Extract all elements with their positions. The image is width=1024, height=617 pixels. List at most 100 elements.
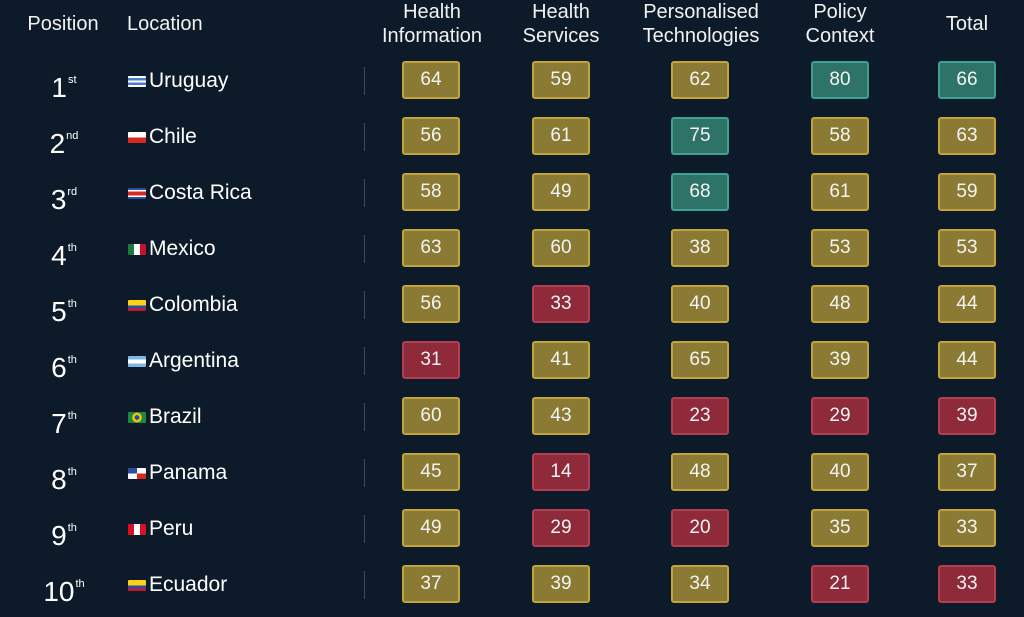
location: Colombia — [128, 293, 238, 317]
rank-label: 5th — [38, 289, 90, 327]
health-information-cell: 64 — [402, 61, 460, 99]
policy-context-cell: 29 — [811, 397, 869, 435]
header-location: Location — [127, 13, 203, 35]
header-policy-context: Policy Context — [805, 1, 875, 47]
brazil-flag-icon — [128, 411, 146, 423]
location-name: Colombia — [149, 293, 238, 316]
policy-context-cell: 58 — [811, 117, 869, 155]
rank-suffix: th — [67, 298, 77, 310]
location: Mexico — [128, 237, 216, 261]
health-services-cell: 14 — [532, 453, 590, 491]
table-row: 8th Panama 45 14 48 40 37 — [0, 449, 1024, 505]
location: Chile — [128, 125, 197, 149]
rank-label: 3rd — [38, 177, 90, 215]
chile-flag-icon — [128, 131, 146, 143]
personalised-technologies-cell: 20 — [671, 509, 729, 547]
rank-label: 8th — [38, 457, 90, 495]
rank-suffix: st — [68, 74, 77, 86]
column-divider — [364, 291, 365, 319]
uruguay-flag-icon — [128, 75, 146, 87]
rank-label: 9th — [38, 513, 90, 551]
health-services-cell: 33 — [532, 285, 590, 323]
rank-label: 6th — [38, 345, 90, 383]
rank-suffix: th — [75, 578, 85, 590]
health-information-cell: 58 — [402, 173, 460, 211]
column-divider — [364, 459, 365, 487]
health-information-cell: 45 — [402, 453, 460, 491]
location: Argentina — [128, 349, 239, 373]
total-cell: 59 — [938, 173, 996, 211]
total-cell: 33 — [938, 565, 996, 603]
location-name: Chile — [149, 125, 197, 148]
header-position: Position — [27, 13, 99, 35]
location-name: Panama — [149, 461, 228, 484]
location: Uruguay — [128, 69, 228, 93]
personalised-technologies-cell: 68 — [671, 173, 729, 211]
total-cell: 39 — [938, 397, 996, 435]
location-name: Uruguay — [149, 69, 229, 92]
health-information-cell: 56 — [402, 117, 460, 155]
rank-suffix: th — [67, 242, 77, 254]
column-divider — [364, 179, 365, 207]
mexico-flag-icon — [128, 243, 146, 255]
colombia-flag-icon — [128, 299, 146, 311]
policy-context-cell: 21 — [811, 565, 869, 603]
header-personalised-technologies: Personalised Technologies — [642, 1, 760, 47]
total-cell: 37 — [938, 453, 996, 491]
health-information-cell: 49 — [402, 509, 460, 547]
costa-rica-flag-icon — [128, 187, 146, 199]
total-cell: 44 — [938, 341, 996, 379]
rank-number: 8 — [51, 464, 67, 495]
policy-context-cell: 39 — [811, 341, 869, 379]
table-row: 9th Peru 49 29 20 35 33 — [0, 505, 1024, 561]
policy-context-cell: 53 — [811, 229, 869, 267]
total-cell: 63 — [938, 117, 996, 155]
health-services-cell: 39 — [532, 565, 590, 603]
table-row: 6th Argentina 31 41 65 39 44 — [0, 337, 1024, 393]
policy-context-cell: 61 — [811, 173, 869, 211]
health-information-cell: 37 — [402, 565, 460, 603]
table-row: 3rd Costa Rica 58 49 68 61 59 — [0, 169, 1024, 225]
rank-suffix: rd — [67, 186, 78, 198]
location-name: Ecuador — [149, 573, 228, 596]
rank-suffix: nd — [66, 130, 79, 142]
health-information-cell: 60 — [402, 397, 460, 435]
table-row: 4th Mexico 63 60 38 53 53 — [0, 225, 1024, 281]
health-services-cell: 29 — [532, 509, 590, 547]
column-divider — [364, 235, 365, 263]
rank-label: 7th — [38, 401, 90, 439]
rank-label: 1st — [38, 65, 90, 103]
rank-number: 5 — [51, 296, 67, 327]
health-services-cell: 59 — [532, 61, 590, 99]
total-cell: 44 — [938, 285, 996, 323]
rank-label: 4th — [38, 233, 90, 271]
rank-label: 2nd — [38, 121, 90, 159]
table-row: 2nd Chile 56 61 75 58 63 — [0, 113, 1024, 169]
table-row: 10th Ecuador 37 39 34 21 33 — [0, 561, 1024, 617]
policy-context-cell: 80 — [811, 61, 869, 99]
policy-context-cell: 40 — [811, 453, 869, 491]
personalised-technologies-cell: 65 — [671, 341, 729, 379]
rank-number: 4 — [51, 240, 67, 271]
location: Peru — [128, 517, 193, 541]
total-cell: 53 — [938, 229, 996, 267]
column-divider — [364, 515, 365, 543]
policy-context-cell: 35 — [811, 509, 869, 547]
rank-number: 9 — [51, 520, 67, 551]
column-divider — [364, 347, 365, 375]
personalised-technologies-cell: 75 — [671, 117, 729, 155]
location-name: Brazil — [149, 405, 202, 428]
personalised-technologies-cell: 34 — [671, 565, 729, 603]
total-cell: 66 — [938, 61, 996, 99]
personalised-technologies-cell: 23 — [671, 397, 729, 435]
health-services-cell: 49 — [532, 173, 590, 211]
column-divider — [364, 67, 365, 95]
peru-flag-icon — [128, 523, 146, 535]
table-row: 7th Brazil 60 43 23 29 39 — [0, 393, 1024, 449]
location-name: Peru — [149, 517, 194, 540]
health-services-cell: 43 — [532, 397, 590, 435]
total-cell: 33 — [938, 509, 996, 547]
location: Panama — [128, 461, 227, 485]
rank-suffix: th — [67, 410, 77, 422]
table-row: 5th Colombia 56 33 40 48 44 — [0, 281, 1024, 337]
